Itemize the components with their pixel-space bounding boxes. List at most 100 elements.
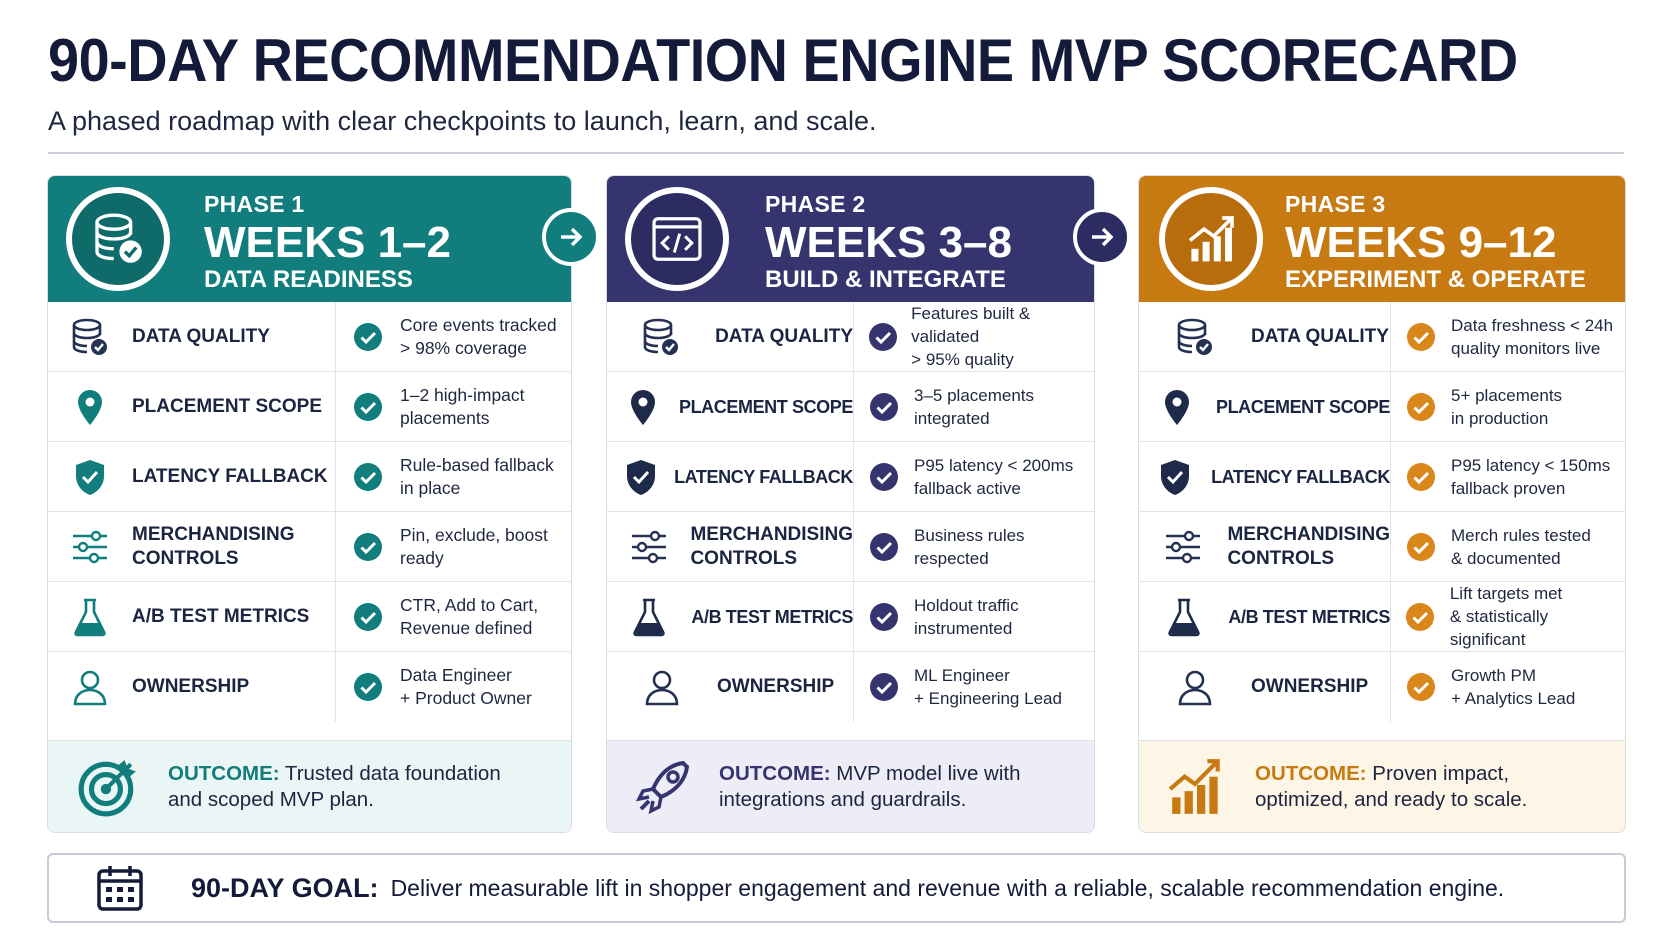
check-circle-icon bbox=[336, 462, 400, 492]
user-icon bbox=[607, 667, 717, 707]
status-description: Lift targets met & statistically signific… bbox=[1450, 582, 1625, 651]
metric-label: OWNERSHIP bbox=[1251, 676, 1369, 697]
growth-chart-icon bbox=[1159, 187, 1263, 291]
status-cell: CTR, Add to Cart, Revenue defined bbox=[336, 582, 571, 651]
description-line: instrumented bbox=[914, 618, 1013, 638]
calendar-icon bbox=[49, 863, 191, 913]
metric-label: LATENCY FALLBACK bbox=[132, 465, 328, 487]
phase-label: PHASE 1 bbox=[204, 191, 305, 217]
check-circle-icon bbox=[854, 392, 914, 422]
metric-cell: DATA QUALITY bbox=[607, 302, 854, 371]
phase-header: PHASE 1 WEEKS 1–2 DATA READINESS bbox=[48, 176, 571, 302]
status-description: Business rules respected bbox=[914, 524, 1025, 570]
metric-label: LATENCY FALLBACK bbox=[1211, 466, 1390, 487]
description-line: ML Engineer bbox=[914, 666, 1010, 685]
metric-cell: PLACEMENT SCOPE bbox=[48, 372, 336, 441]
phase-name: DATA READINESS bbox=[204, 266, 413, 293]
metric-cell: A/B TEST METRICS bbox=[1139, 582, 1391, 651]
metric-label: DATA QUALITY bbox=[132, 325, 270, 347]
scorecard-row: LATENCY FALLBACK P95 latency < 150ms fallb… bbox=[1139, 442, 1625, 512]
metric-label: A/B TEST METRICS bbox=[691, 606, 853, 627]
check-circle-icon bbox=[336, 322, 400, 352]
status-description: Holdout traffic instrumented bbox=[914, 594, 1019, 640]
status-cell: Holdout traffic instrumented bbox=[854, 582, 1094, 651]
metric-cell: OWNERSHIP bbox=[1139, 652, 1391, 722]
description-line: & statistically significant bbox=[1449, 607, 1549, 649]
description-line: 1–2 high-impact bbox=[400, 384, 525, 405]
goal-banner: 90-DAY GOAL: Deliver measurable lift in … bbox=[47, 853, 1626, 923]
description-line: quality monitors live bbox=[1451, 338, 1601, 358]
outcome-text-1: Proven impact, bbox=[1366, 761, 1510, 785]
status-cell: Core events tracked > 98% coverage bbox=[336, 302, 571, 371]
description-line: CTR, Add to Cart, bbox=[400, 594, 539, 615]
description-line: + Engineering Lead bbox=[914, 689, 1062, 708]
check-circle-icon bbox=[854, 462, 914, 492]
scorecard-row: PLACEMENT SCOPE 1–2 high-impact placements bbox=[48, 372, 571, 442]
sliders-icon bbox=[607, 527, 690, 567]
metric-label-line: MERCHANDISING bbox=[690, 523, 853, 545]
metric-cell: LATENCY FALLBACK bbox=[48, 442, 336, 511]
phase-card-1: PHASE 1 WEEKS 1–2 DATA READINESS DATA QU… bbox=[47, 175, 572, 833]
target-icon bbox=[48, 756, 168, 818]
metric-label-line: CONTROLS bbox=[132, 547, 239, 569]
outcome-panel: OUTCOME: MVP model live with integration… bbox=[607, 740, 1094, 832]
phase-card-2: PHASE 2 WEEKS 3–8 BUILD & INTEGRATE DATA… bbox=[606, 175, 1095, 833]
metric-rows: DATA QUALITY Core events tracked > 98% cov… bbox=[48, 302, 571, 722]
metric-cell: PLACEMENT SCOPE bbox=[607, 372, 854, 441]
metric-label: A/B TEST METRICS bbox=[132, 605, 310, 627]
description-line: fallback active bbox=[914, 478, 1021, 498]
check-circle-icon bbox=[1391, 602, 1450, 632]
phase-name: EXPERIMENT & OPERATE bbox=[1285, 266, 1586, 293]
status-description: 3–5 placements integrated bbox=[914, 384, 1034, 430]
outcome-panel: OUTCOME: Trusted data foundation and sco… bbox=[48, 740, 571, 832]
code-window-icon bbox=[625, 187, 729, 291]
phase-card-3: PHASE 3 WEEKS 9–12 EXPERIMENT & OPERATE … bbox=[1138, 175, 1626, 833]
metric-cell: MERCHANDISING CONTROLS bbox=[48, 512, 336, 581]
description-line: in production bbox=[1451, 408, 1549, 428]
metric-label: LATENCY FALLBACK bbox=[674, 466, 853, 487]
description-line: Rule-based fallback bbox=[400, 454, 554, 475]
sliders-icon bbox=[48, 527, 132, 567]
scorecard-row: DATA QUALITY Features built & validated > … bbox=[607, 302, 1094, 372]
metric-label: PLACEMENT SCOPE bbox=[1215, 396, 1390, 417]
metric-label: DATA QUALITY bbox=[715, 325, 853, 347]
status-description: Merch rules tested & documented bbox=[1451, 524, 1591, 570]
flask-icon bbox=[48, 597, 132, 637]
status-cell: Data Engineer + Product Owner bbox=[336, 652, 571, 722]
location-pin-icon bbox=[1139, 387, 1216, 427]
database-icon bbox=[1139, 317, 1251, 357]
metric-label: PLACEMENT SCOPE bbox=[132, 395, 323, 417]
status-cell: Business rules respected bbox=[854, 512, 1094, 581]
check-circle-icon bbox=[336, 672, 400, 702]
description-line: > 98% coverage bbox=[400, 337, 527, 358]
status-description: 1–2 high-impact placements bbox=[400, 384, 525, 430]
phase-label: PHASE 2 bbox=[765, 191, 866, 217]
description-line: integrated bbox=[914, 408, 990, 428]
description-line: Merch rules tested bbox=[1451, 525, 1591, 545]
shield-check-icon bbox=[48, 457, 132, 497]
description-line: Growth PM bbox=[1451, 666, 1537, 685]
description-line: Data Engineer bbox=[400, 665, 512, 685]
check-circle-icon bbox=[336, 532, 400, 562]
description-line: & documented bbox=[1451, 548, 1561, 568]
arrow-right-icon bbox=[542, 208, 600, 266]
metric-label: MERCHANDISING CONTROLS bbox=[132, 523, 295, 571]
check-circle-icon bbox=[854, 322, 911, 352]
metric-cell: LATENCY FALLBACK bbox=[607, 442, 854, 511]
metric-label: PLACEMENT SCOPE bbox=[678, 396, 853, 417]
check-circle-icon bbox=[854, 602, 914, 632]
status-description: CTR, Add to Cart, Revenue defined bbox=[400, 594, 538, 640]
description-line: placements bbox=[400, 407, 490, 428]
status-description: Data freshness < 24h quality monitors liv… bbox=[1451, 314, 1613, 360]
description-line: Pin, exclude, boost bbox=[400, 524, 548, 545]
header-divider bbox=[48, 152, 1624, 154]
bar-growth-icon bbox=[1139, 756, 1255, 818]
metric-cell: A/B TEST METRICS bbox=[48, 582, 336, 651]
status-cell: Rule-based fallback in place bbox=[336, 442, 571, 511]
phase-header: PHASE 3 WEEKS 9–12 EXPERIMENT & OPERATE bbox=[1139, 176, 1625, 302]
arrow-right-icon bbox=[1073, 208, 1131, 266]
metric-label: DATA QUALITY bbox=[1251, 325, 1389, 347]
metric-rows: DATA QUALITY Data freshness < 24h quality … bbox=[1139, 302, 1625, 722]
metric-cell: LATENCY FALLBACK bbox=[1139, 442, 1391, 511]
phase-weeks: WEEKS 1–2 bbox=[204, 218, 451, 267]
